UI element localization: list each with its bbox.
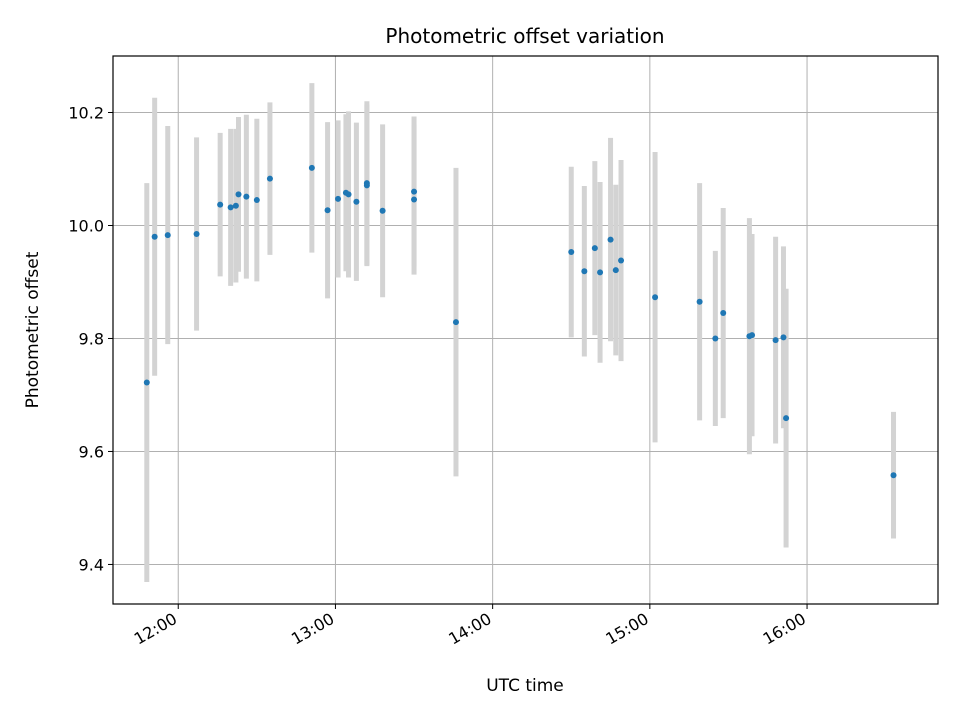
data-point <box>890 472 897 479</box>
data-point <box>308 164 315 171</box>
y-axis-ticks: 9.4 9.6 9.8 10.0 10.2 <box>68 103 113 574</box>
data-point <box>749 332 756 339</box>
grid-lines <box>113 56 938 604</box>
data-point <box>143 379 150 386</box>
data-point <box>591 245 598 252</box>
data-point <box>411 196 418 203</box>
data-point <box>452 319 459 326</box>
data-point <box>363 182 370 189</box>
data-point <box>243 193 250 200</box>
data-point <box>581 268 588 275</box>
y-tick-label: 9.6 <box>79 442 104 461</box>
data-point <box>253 197 260 204</box>
y-tick-label: 9.4 <box>79 555 104 574</box>
data-point <box>235 191 242 198</box>
data-point <box>780 334 787 341</box>
data-point <box>696 298 703 305</box>
data-point <box>335 195 342 202</box>
data-point <box>612 267 619 274</box>
data-point <box>783 415 790 422</box>
data-point <box>324 207 331 214</box>
data-point <box>266 175 273 182</box>
data-point <box>411 188 418 195</box>
data-points <box>143 164 897 479</box>
data-point <box>164 232 171 239</box>
x-axis-title: UTC time <box>486 676 564 696</box>
data-point <box>232 202 239 209</box>
data-point <box>353 198 360 205</box>
chart-title: Photometric offset variation <box>385 24 664 48</box>
data-point <box>345 191 352 198</box>
data-point <box>597 269 604 276</box>
data-point <box>568 249 575 256</box>
y-tick-label: 9.8 <box>79 329 104 348</box>
data-point <box>379 207 386 214</box>
data-point <box>607 236 614 243</box>
y-tick-label: 10.0 <box>68 216 104 235</box>
data-point <box>618 257 625 264</box>
data-point <box>227 204 234 211</box>
y-tick-label: 10.2 <box>68 103 104 122</box>
data-point <box>720 310 727 317</box>
data-point <box>712 335 719 342</box>
data-point <box>217 201 224 208</box>
data-point <box>151 233 158 240</box>
data-point <box>772 337 779 344</box>
plot-frame <box>112 55 939 605</box>
data-point <box>193 230 200 237</box>
data-point <box>652 294 659 301</box>
y-axis-title: Photometric offset <box>23 251 43 408</box>
